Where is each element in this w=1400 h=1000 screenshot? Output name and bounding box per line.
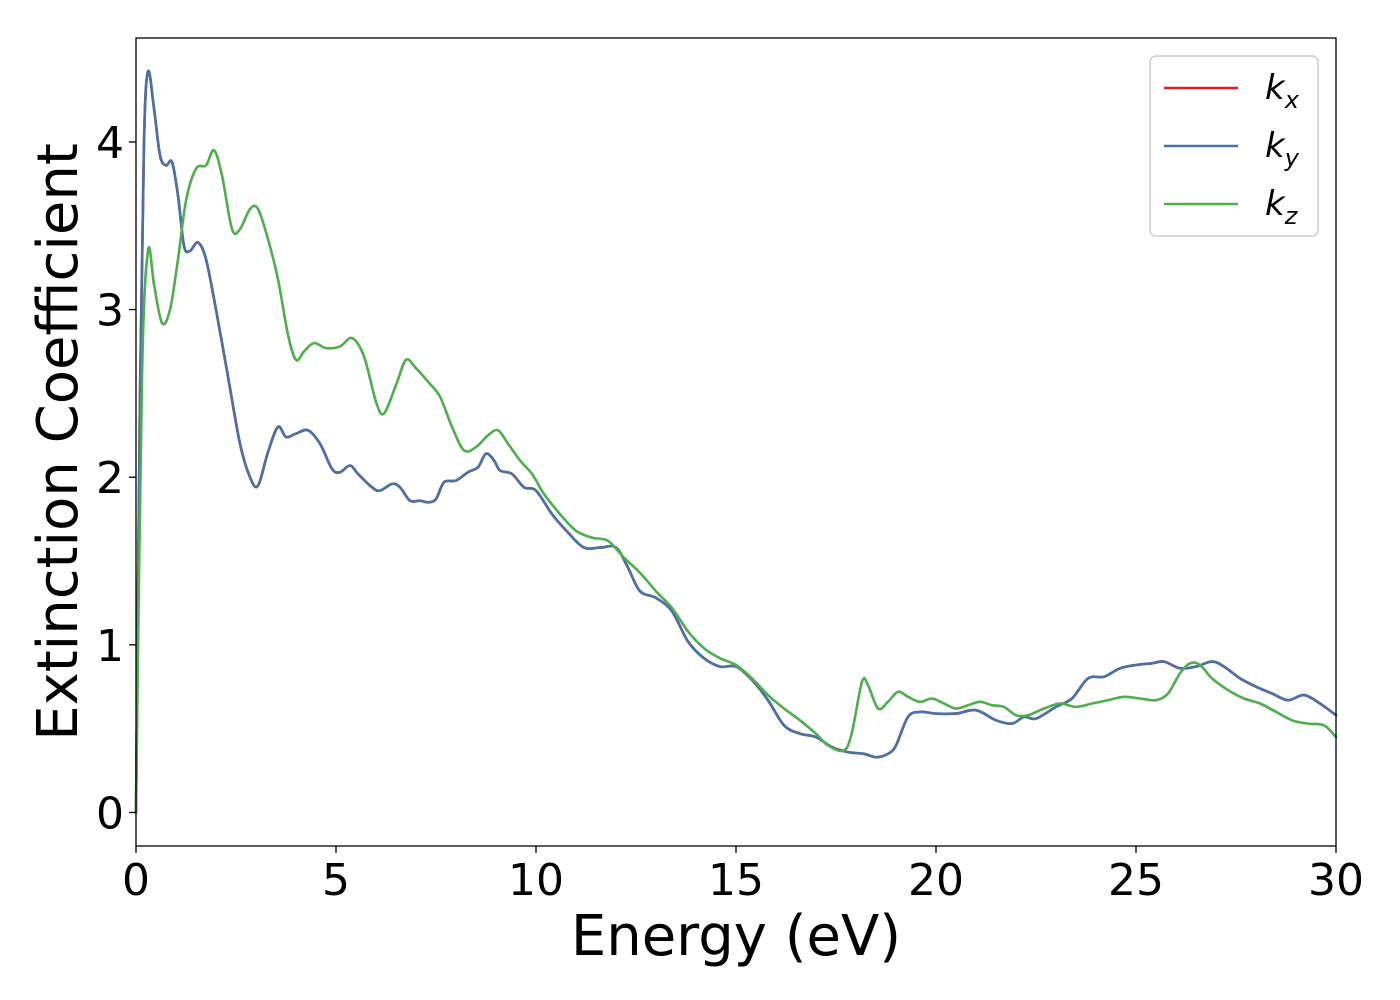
- x-tick-label: 30: [1308, 855, 1364, 906]
- y-tick-label: 1: [96, 621, 124, 672]
- y-tick-label: 2: [96, 453, 124, 504]
- tick-layer: 0 5 10 15 20 25 30 0 1 2 3 4: [96, 118, 1364, 906]
- x-tick-label: 0: [122, 855, 150, 906]
- y-tick-label: 3: [96, 286, 124, 337]
- plot-area: [136, 38, 1336, 846]
- y-tick-label: 4: [96, 118, 124, 169]
- series-layer: [134, 69, 1338, 814]
- series-line-ky: [134, 69, 1338, 814]
- x-tick-label: 20: [908, 855, 964, 906]
- plot-frame: [135, 37, 1337, 847]
- x-tick-label: 15: [708, 855, 764, 906]
- x-tick-label: 10: [508, 855, 564, 906]
- legend-label-kx: kx: [1265, 68, 1300, 114]
- y-axis-title: Extinction Coefficient: [26, 143, 91, 741]
- x-axis-title: Energy (eV): [571, 904, 901, 969]
- x-tick-label: 5: [322, 855, 350, 906]
- x-tick-label: 25: [1108, 855, 1164, 906]
- series-line-kz: [134, 148, 1338, 814]
- legend-label-ky: ky: [1265, 126, 1300, 172]
- y-tick-label: 0: [96, 788, 124, 839]
